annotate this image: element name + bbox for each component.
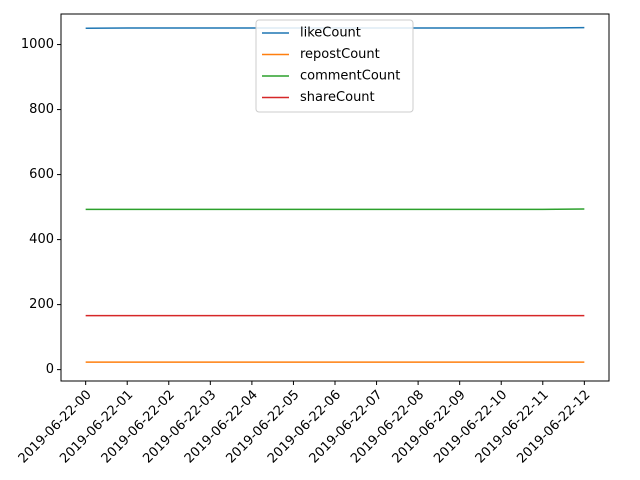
x-tick-label: 2019-06-22-03 [140, 387, 219, 466]
y-tick-label: 1000 [21, 37, 54, 52]
legend-box [255, 19, 414, 113]
x-tick-label: 2019-06-22-09 [390, 387, 469, 466]
x-tick-label: 2019-06-22-06 [265, 387, 344, 466]
x-tick-label: 2019-06-22-10 [431, 387, 510, 466]
legend-label-repostCount: repostCount [300, 47, 380, 62]
legend: likeCount repostCount commentCount shareCou… [255, 19, 414, 113]
x-tick-label: 2019-06-22-07 [307, 387, 386, 466]
legend-label-likeCount: likeCount [300, 26, 361, 41]
x-tick-label: 2019-06-22-05 [223, 387, 302, 466]
x-tick-label: 2019-06-22-01 [57, 387, 136, 466]
legend-label-shareCount: shareCount [300, 90, 375, 105]
legend-label-commentCount: commentCount [300, 69, 400, 84]
y-tick-label: 800 [29, 102, 54, 117]
x-tick-label: 2019-06-22-00 [16, 387, 95, 466]
y-tick-label: 600 [29, 167, 54, 182]
y-tick-label: 400 [29, 232, 54, 247]
x-tick-label: 2019-06-22-02 [99, 387, 178, 466]
x-axis: 2019-06-22-002019-06-22-012019-06-22-022… [16, 381, 593, 466]
x-tick-label: 2019-06-22-11 [473, 387, 552, 466]
x-tick-label: 2019-06-22-12 [514, 387, 593, 466]
x-tick-label: 2019-06-22-04 [182, 387, 261, 466]
y-axis: 0 200 400 600 800 1000 [21, 37, 61, 377]
y-tick-label: 200 [29, 297, 54, 312]
y-tick-label: 0 [46, 362, 54, 377]
x-tick-label: 2019-06-22-08 [348, 387, 427, 466]
